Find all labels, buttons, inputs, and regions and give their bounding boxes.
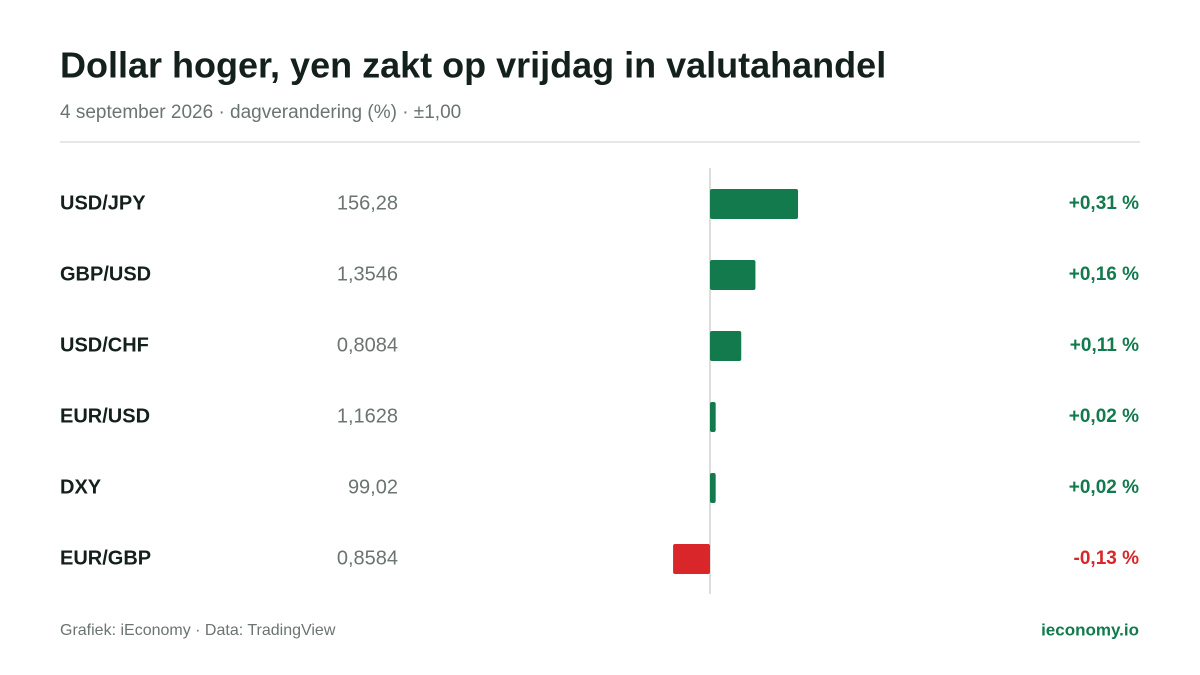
value-label: +0,11 % <box>1070 335 1139 356</box>
category-label: EUR/GBP <box>60 547 151 569</box>
rate-value: 1,1628 <box>337 405 398 427</box>
value-label: +0,02 % <box>1069 406 1139 427</box>
bar <box>710 189 799 219</box>
bar <box>710 331 742 361</box>
value-label: -0,13 % <box>1074 548 1140 569</box>
category-label: USD/JPY <box>60 192 146 214</box>
bar <box>673 544 710 574</box>
chart-title: Dollar hoger, yen zakt op vrijdag in val… <box>60 45 886 86</box>
brand[interactable]: ieconomy.io <box>1041 620 1139 639</box>
value-label: +0,02 % <box>1069 477 1139 498</box>
category-label: DXY <box>60 476 102 498</box>
source-note: Grafiek: iEconomy · Data: TradingView <box>60 622 336 639</box>
category-label: GBP/USD <box>60 263 151 285</box>
rate-value: 156,28 <box>337 192 398 214</box>
value-label: +0,31 % <box>1069 193 1139 214</box>
rate-value: 1,3546 <box>337 263 398 285</box>
category-label: USD/CHF <box>60 334 149 356</box>
rate-value: 99,02 <box>348 476 398 498</box>
bar <box>710 473 716 503</box>
chart-subtitle: 4 september 2026 · dagverandering (%) · … <box>60 102 461 123</box>
category-label: EUR/USD <box>60 405 150 427</box>
bar <box>710 402 716 432</box>
rate-value: 0,8584 <box>337 547 398 569</box>
rate-value: 0,8084 <box>337 334 398 356</box>
bar <box>710 260 756 290</box>
value-label: +0,16 % <box>1069 264 1139 285</box>
